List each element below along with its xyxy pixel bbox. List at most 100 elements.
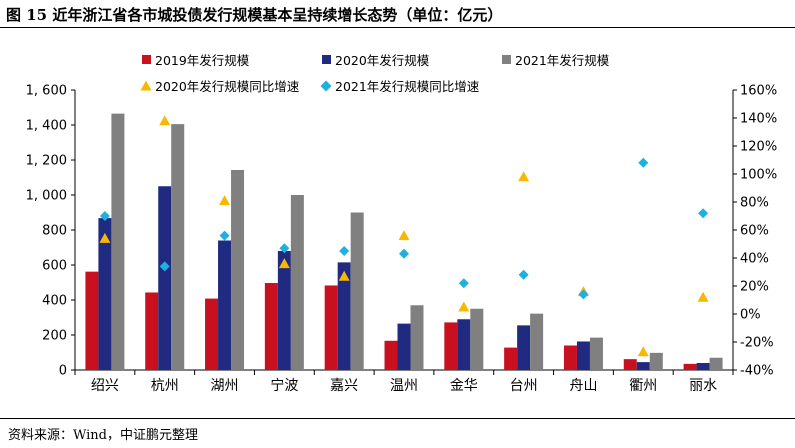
- bar-2019: [623, 359, 637, 370]
- legend-swatch-2021: [502, 55, 511, 64]
- bar-2021: [709, 357, 723, 370]
- y2-tick-label: 160%: [740, 84, 777, 99]
- bar-2020: [158, 186, 172, 370]
- bar-2020: [337, 262, 351, 370]
- growth-2021-point: [578, 289, 589, 300]
- x-tick-label: 衢州: [629, 377, 657, 394]
- x-tick-label: 温州: [390, 378, 418, 394]
- bar-2019: [264, 283, 278, 370]
- bar-2021: [530, 313, 544, 370]
- figure-title: 图 15 近年浙江省各市城投债发行规模基本呈持续增长态势（单位：亿元）: [6, 6, 503, 24]
- legend-label-2019: 2019年发行规模: [155, 53, 250, 68]
- growth-2020-point: [697, 291, 709, 302]
- legend-label-growth-2021: 2021年发行规模同比增速: [335, 79, 480, 94]
- growth-2020-point: [398, 230, 410, 241]
- growth-2021-point: [399, 248, 409, 259]
- growth-2020-point: [458, 301, 470, 312]
- y-tick-label: 1, 600: [26, 84, 67, 99]
- bar-2020: [277, 251, 291, 370]
- legend-swatch-2019: [142, 55, 151, 64]
- growth-2021-point: [219, 230, 230, 241]
- legend-item-2021: 2021年发行规模: [502, 50, 609, 69]
- y-tick-label: 1, 200: [26, 154, 67, 169]
- bar-2020: [696, 363, 710, 370]
- bar-2019: [384, 340, 398, 370]
- legend-swatch-2020: [322, 55, 331, 64]
- growth-2021-point: [279, 243, 290, 254]
- bar-2021: [410, 305, 424, 370]
- y2-tick-label: -20%: [740, 336, 774, 351]
- bar-2020: [576, 341, 590, 370]
- y2-tick-label: -40%: [740, 364, 774, 379]
- growth-2021-point: [99, 211, 110, 221]
- legend-label-2021: 2021年发行规模: [515, 53, 610, 68]
- y-tick-label: 600: [42, 259, 67, 274]
- y2-tick-label: 140%: [740, 112, 777, 127]
- growth-2021-point: [159, 261, 170, 272]
- bar-2021: [111, 113, 125, 370]
- bar-2020: [457, 319, 471, 370]
- x-tick-label: 杭州: [151, 378, 179, 394]
- bar-2019: [324, 285, 338, 370]
- x-tick-label: 嘉兴: [330, 378, 358, 394]
- y2-tick-label: 20%: [740, 280, 769, 295]
- source-rule: [0, 418, 795, 419]
- x-tick-label: 绍兴: [91, 378, 119, 394]
- bar-2019: [563, 345, 577, 370]
- growth-2020-point: [159, 115, 171, 126]
- x-tick-label: 舟山: [569, 378, 597, 394]
- title-rule: [0, 27, 795, 28]
- bar-2019: [444, 322, 458, 370]
- growth-2020-point: [518, 171, 530, 182]
- growth-2021-point: [638, 157, 649, 168]
- y-tick-label: 400: [42, 294, 67, 309]
- bar-2019: [205, 298, 219, 370]
- growth-2020-point: [637, 346, 649, 357]
- bar-2019: [504, 347, 518, 370]
- x-tick-label: 台州: [510, 378, 538, 394]
- bar-2021: [290, 195, 304, 370]
- x-tick-label: 金华: [450, 378, 478, 394]
- y2-tick-label: 40%: [740, 252, 769, 267]
- y2-tick-label: 100%: [740, 168, 777, 183]
- y2-tick-label: 60%: [740, 224, 769, 239]
- growth-2020-point: [278, 258, 290, 269]
- x-tick-label: 宁波: [270, 377, 298, 394]
- bar-2020: [636, 362, 650, 370]
- growth-2020-point: [99, 232, 111, 243]
- bar-2021: [649, 352, 663, 370]
- y-tick-label: 200: [42, 329, 67, 344]
- legend-item-growth-2021: 2021年发行规模同比增速: [320, 76, 479, 95]
- source-note: 资料来源：Wind，中证鹏元整理: [8, 428, 198, 443]
- triangle-marker-icon: [140, 80, 152, 91]
- growth-2020-point: [338, 270, 350, 281]
- bar-2020: [397, 323, 411, 370]
- growth-2021-point: [698, 208, 709, 219]
- bar-2021: [589, 337, 603, 370]
- bar-2019: [145, 292, 159, 370]
- bar-2021: [350, 212, 364, 370]
- growth-2021-point: [458, 278, 469, 289]
- growth-2021-point: [339, 246, 350, 256]
- x-tick-label: 湖州: [211, 378, 239, 394]
- y-tick-label: 1, 400: [26, 119, 67, 134]
- bar-2019: [85, 271, 99, 370]
- y-tick-label: 0: [59, 364, 67, 379]
- y-tick-label: 1, 000: [26, 189, 67, 204]
- bar-2021: [231, 169, 245, 370]
- diamond-marker-icon: [320, 80, 332, 91]
- legend-label-growth-2020: 2020年发行规模同比增速: [155, 79, 300, 94]
- y-tick-label: 800: [42, 224, 67, 239]
- bar-2020: [98, 218, 112, 370]
- legend-label-2020: 2020年发行规模: [335, 53, 430, 68]
- growth-2021-point: [518, 269, 529, 280]
- growth-2020-point: [219, 195, 231, 206]
- bar-2020: [517, 325, 531, 370]
- legend-item-2019: 2019年发行规模: [142, 50, 249, 69]
- bar-2021: [470, 308, 484, 370]
- legend-item-growth-2020: 2020年发行规模同比增速: [140, 76, 299, 95]
- y2-tick-label: 80%: [740, 196, 769, 211]
- x-tick-label: 丽水: [689, 378, 717, 394]
- y2-tick-label: 120%: [740, 140, 777, 155]
